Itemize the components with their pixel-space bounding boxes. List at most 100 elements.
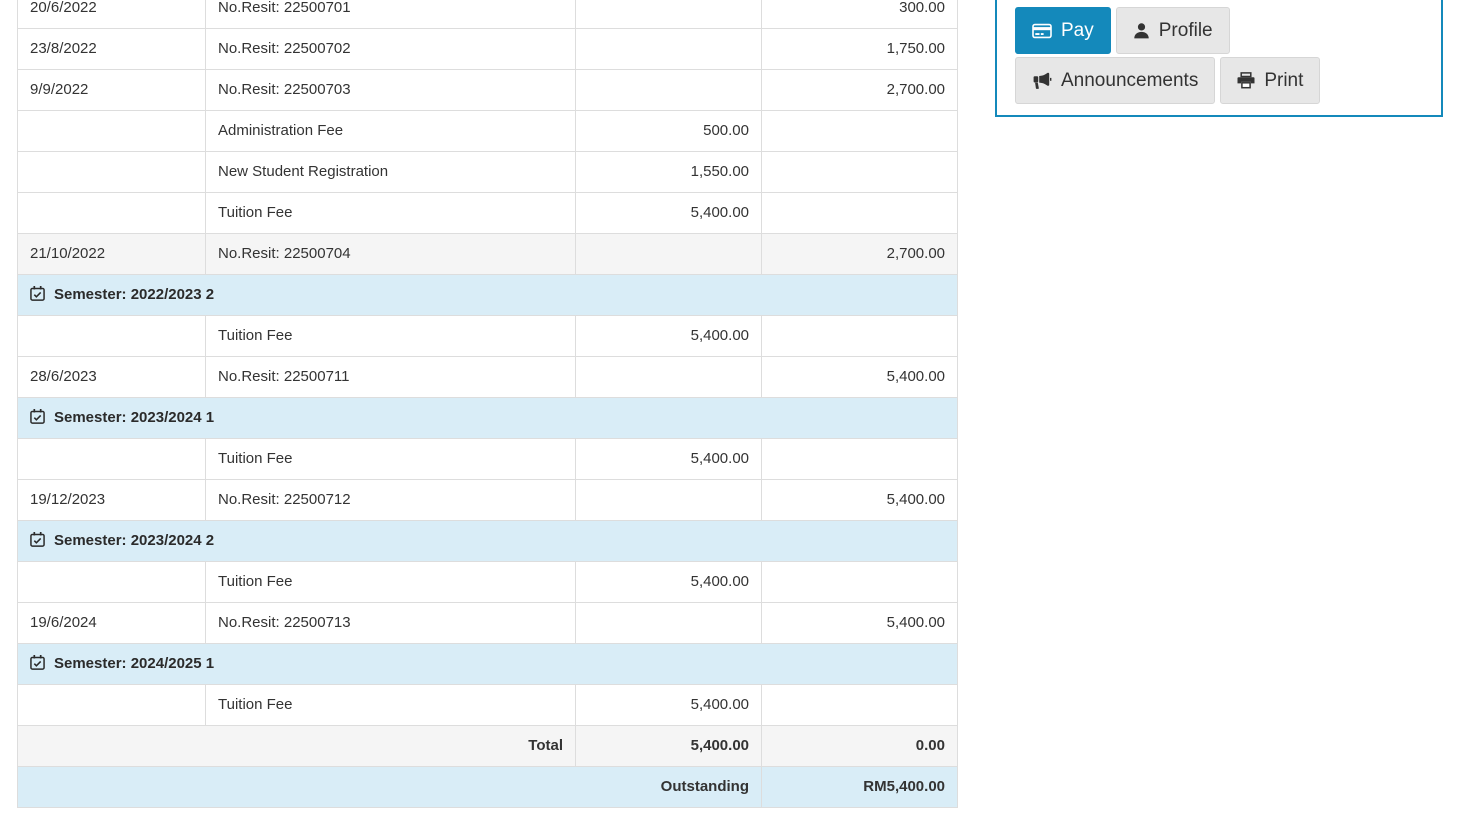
table-row-entry: 21/10/2022 No.Resit: 22500704 2,700.00 — [17, 233, 958, 275]
charge-cell — [575, 479, 762, 521]
semester-header-cell: Semester: 2024/2025 1 — [17, 643, 958, 685]
charge-cell: 500.00 — [575, 110, 762, 152]
table-row-entry: Tuition Fee 5,400.00 — [17, 684, 958, 726]
credit-card-icon — [1032, 23, 1052, 38]
description-cell: Tuition Fee — [205, 438, 576, 480]
description-cell: No.Resit: 22500713 — [205, 602, 576, 644]
description-cell: Tuition Fee — [205, 684, 576, 726]
date-cell: 19/12/2023 — [17, 479, 206, 521]
description-cell: Tuition Fee — [205, 561, 576, 603]
pay-button-label: Pay — [1061, 20, 1094, 41]
description-cell: Administration Fee — [205, 110, 576, 152]
table-row-entry: Tuition Fee 5,400.00 — [17, 192, 958, 234]
table-row-semester: Semester: 2023/2024 1 — [17, 397, 958, 439]
charge-cell: 5,400.00 — [575, 192, 762, 234]
date-cell: 21/10/2022 — [17, 233, 206, 275]
description-cell: No.Resit: 22500711 — [205, 356, 576, 398]
date-cell — [17, 151, 206, 193]
date-cell: 23/8/2022 — [17, 28, 206, 70]
semester-header-cell: Semester: 2022/2023 2 — [17, 274, 958, 316]
table-row-semester: Semester: 2022/2023 2 — [17, 274, 958, 316]
table-row-entry: 23/8/2022 No.Resit: 22500702 1,750.00 — [17, 28, 958, 70]
semester-label: Semester: 2022/2023 2 — [54, 286, 215, 303]
description-cell: Tuition Fee — [205, 315, 576, 357]
outstanding-amount-cell: RM5,400.00 — [761, 766, 958, 808]
actions-button-group: Pay Profile Announcements — [1015, 7, 1423, 104]
semester-header-cell: Semester: 2023/2024 2 — [17, 520, 958, 562]
payment-cell — [761, 315, 958, 357]
date-cell — [17, 315, 206, 357]
charge-cell — [575, 356, 762, 398]
bullhorn-icon — [1033, 72, 1052, 89]
charge-cell — [575, 0, 762, 29]
profile-button[interactable]: Profile — [1115, 7, 1230, 54]
table-row-semester: Semester: 2023/2024 2 — [17, 520, 958, 562]
payment-cell — [761, 561, 958, 603]
charge-cell: 5,400.00 — [575, 684, 762, 726]
payment-cell: 5,400.00 — [761, 602, 958, 644]
description-cell: No.Resit: 22500701 — [205, 0, 576, 29]
table-row-entry: Tuition Fee 5,400.00 — [17, 561, 958, 603]
payment-cell: 5,400.00 — [761, 479, 958, 521]
announcements-button[interactable]: Announcements — [1015, 57, 1216, 104]
calendar-check-icon — [30, 409, 45, 424]
fees-statement-table: 20/6/2022 No.Resit: 22500701 300.00 23/8/20… — [17, 0, 958, 808]
description-cell: Tuition Fee — [205, 192, 576, 234]
payment-cell: 1,750.00 — [761, 28, 958, 70]
charge-cell — [575, 28, 762, 70]
description-cell: New Student Registration — [205, 151, 576, 193]
charge-cell: 5,400.00 — [575, 561, 762, 603]
description-cell: No.Resit: 22500712 — [205, 479, 576, 521]
date-cell: 28/6/2023 — [17, 356, 206, 398]
table-row-entry: Tuition Fee 5,400.00 — [17, 315, 958, 357]
date-cell — [17, 438, 206, 480]
date-cell — [17, 192, 206, 234]
print-button-label: Print — [1264, 70, 1304, 91]
payment-cell: 300.00 — [761, 0, 958, 29]
total-payment-cell: 0.00 — [761, 725, 958, 767]
date-cell: 20/6/2022 — [17, 0, 206, 29]
announcements-button-label: Announcements — [1061, 70, 1199, 91]
charge-cell — [575, 233, 762, 275]
date-cell — [17, 110, 206, 152]
payment-cell — [761, 684, 958, 726]
table-row-entry: 28/6/2023 No.Resit: 22500711 5,400.00 — [17, 356, 958, 398]
charge-cell — [575, 602, 762, 644]
calendar-check-icon — [30, 286, 45, 301]
description-cell: No.Resit: 22500702 — [205, 28, 576, 70]
description-cell: No.Resit: 22500703 — [205, 69, 576, 111]
payment-cell — [761, 151, 958, 193]
date-cell — [17, 561, 206, 603]
semester-header-cell: Semester: 2023/2024 1 — [17, 397, 958, 439]
table-row-semester: Semester: 2024/2025 1 — [17, 643, 958, 685]
table-row-outstanding: Outstanding RM5,400.00 — [17, 766, 958, 808]
total-label-cell: Total — [17, 725, 576, 767]
charge-cell — [575, 69, 762, 111]
table-row-entry: 19/12/2023 No.Resit: 22500712 5,400.00 — [17, 479, 958, 521]
print-button[interactable]: Print — [1220, 57, 1321, 104]
description-cell: No.Resit: 22500704 — [205, 233, 576, 275]
charge-cell: 5,400.00 — [575, 438, 762, 480]
actions-panel: Pay Profile Announcements — [995, 0, 1443, 117]
total-charge-cell: 5,400.00 — [575, 725, 762, 767]
calendar-check-icon — [30, 532, 45, 547]
table-row-entry: Administration Fee 500.00 — [17, 110, 958, 152]
pay-button[interactable]: Pay — [1015, 7, 1111, 54]
payment-cell: 2,700.00 — [761, 233, 958, 275]
charge-cell: 5,400.00 — [575, 315, 762, 357]
payment-cell: 5,400.00 — [761, 356, 958, 398]
semester-label: Semester: 2023/2024 1 — [54, 409, 215, 426]
date-cell — [17, 684, 206, 726]
calendar-check-icon — [30, 655, 45, 670]
date-cell: 9/9/2022 — [17, 69, 206, 111]
payment-cell — [761, 192, 958, 234]
table-row-entry: 9/9/2022 No.Resit: 22500703 2,700.00 — [17, 69, 958, 111]
printer-icon — [1237, 72, 1255, 89]
semester-label: Semester: 2024/2025 1 — [54, 655, 215, 672]
table-row-entry: 19/6/2024 No.Resit: 22500713 5,400.00 — [17, 602, 958, 644]
user-icon — [1134, 23, 1149, 39]
table-row-entry: 20/6/2022 No.Resit: 22500701 300.00 — [17, 0, 958, 29]
fees-table-body: 20/6/2022 No.Resit: 22500701 300.00 23/8/20… — [17, 0, 958, 808]
payment-cell — [761, 438, 958, 480]
